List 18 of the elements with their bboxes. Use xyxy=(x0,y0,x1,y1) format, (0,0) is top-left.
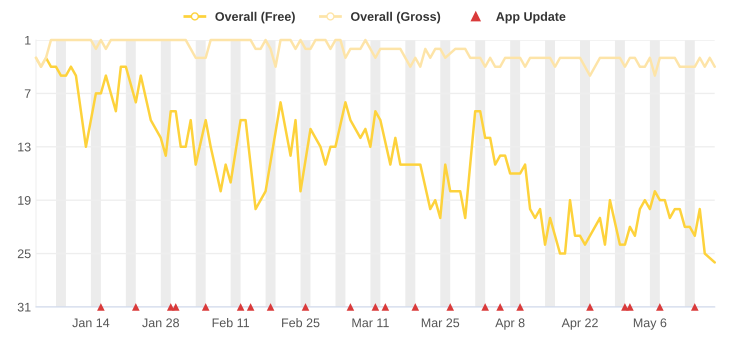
x-tick-label: Jan 28 xyxy=(142,318,179,328)
x-tick-label: Jan 14 xyxy=(72,318,110,328)
y-tick-label: 31 xyxy=(18,302,31,312)
legend-label: Overall (Free) xyxy=(215,12,295,24)
x-tick-label: Feb 11 xyxy=(212,318,250,328)
y-tick-label: 13 xyxy=(18,142,31,152)
x-tick-label: Apr 22 xyxy=(562,318,598,330)
x-tick-label: Apr 8 xyxy=(495,318,525,330)
x-tick-label: Mar 11 xyxy=(352,318,389,328)
y-tick-label: 7 xyxy=(24,89,31,98)
legend-label: Overall (Gross) xyxy=(350,12,440,24)
x-tick-label: May 6 xyxy=(634,318,666,330)
x-tick-label: Feb 25 xyxy=(282,318,320,328)
legend-label: App Update xyxy=(496,12,566,24)
x-tick-label: Mar 25 xyxy=(422,318,460,328)
y-tick-label: 1 xyxy=(25,36,31,45)
y-tick-label: 19 xyxy=(18,196,31,205)
y-tick-label: 25 xyxy=(18,249,31,258)
